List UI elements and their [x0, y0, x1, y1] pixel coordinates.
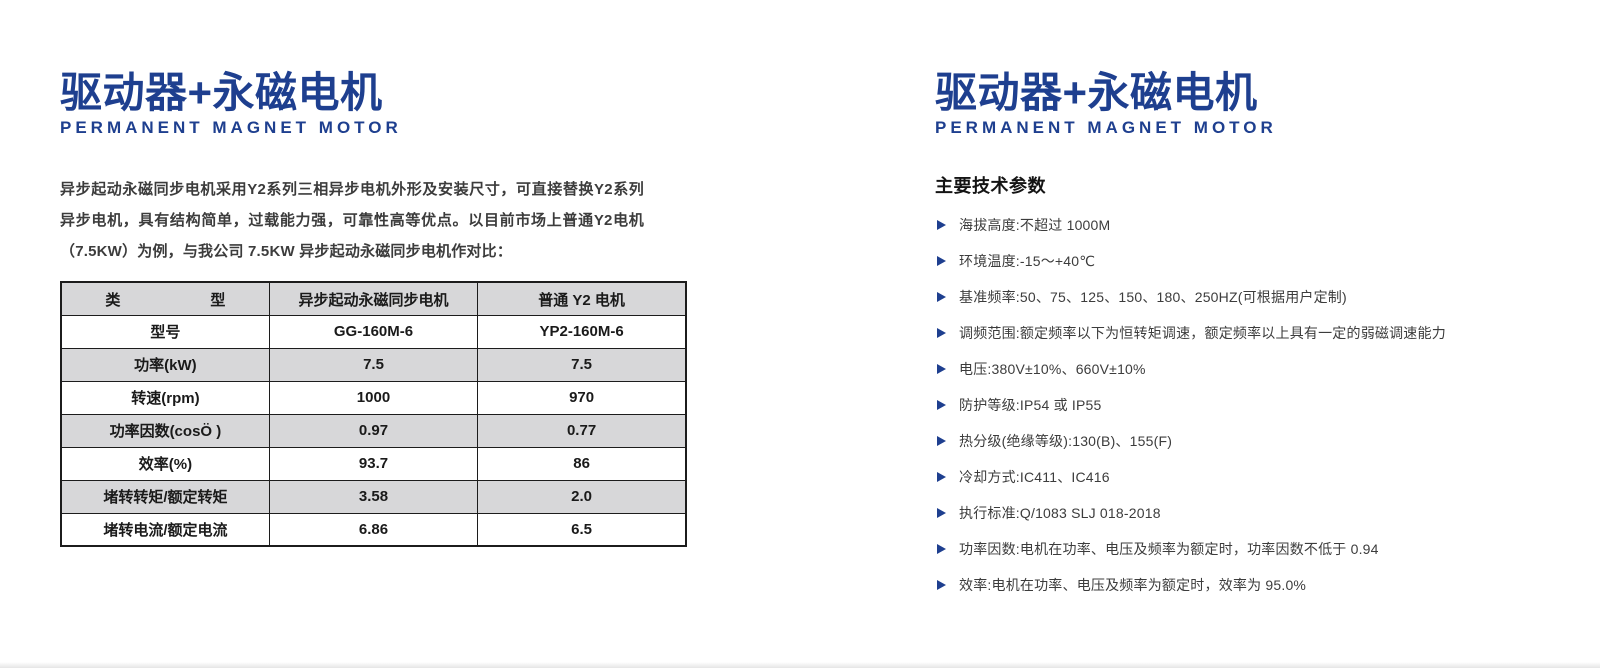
row-label: 效率(%) — [60, 446, 270, 481]
parameter-item-efficiency: 效率:电机在功率、电压及频率为额定时，效率为 95.0% — [937, 575, 1580, 595]
left-page-panel: 驱动器+永磁电机 PERMANENT MAGNET MOTOR 异步起动永磁同步… — [60, 70, 700, 548]
parameter-item-cooling: 冷却方式:IC411、IC416 — [937, 467, 1580, 487]
pm-value: GG-160M-6 — [268, 314, 479, 349]
y2-value: 970 — [477, 380, 687, 415]
parameter-item-thermal-class: 热分级(绝缘等级):130(B)、155(F) — [937, 431, 1580, 451]
triangle-bullet-icon — [937, 220, 946, 231]
left-page-title: 驱动器+永磁电机 — [60, 69, 383, 116]
triangle-bullet-icon — [937, 436, 946, 447]
parameter-item-base-frequency: 基准频率:50、75、125、150、180、250HZ(可根据用户定制) — [937, 287, 1580, 307]
triangle-bullet-icon — [937, 328, 946, 339]
parameter-text: 效率:电机在功率、电压及频率为额定时，效率为 95.0% — [959, 577, 1307, 594]
parameter-text: 调频范围:额定频率以下为恒转矩调速，额定频率以上具有一定的弱磁调速能力 — [959, 325, 1446, 342]
parameter-text: 功率因数:电机在功率、电压及频率为额定时，功率因数不低于 0.94 — [959, 541, 1379, 558]
pm-value: 0.97 — [268, 413, 479, 448]
triangle-bullet-icon — [937, 544, 946, 555]
table-row-power: 功率(kW) 7.5 7.5 — [60, 347, 687, 382]
row-label: 功率因数(cosÖ ) — [60, 413, 270, 448]
triangle-bullet-icon — [937, 292, 946, 303]
parameter-text: 冷却方式:IC411、IC416 — [959, 469, 1110, 486]
row-label: 功率(kW) — [60, 347, 270, 382]
parameter-text: 执行标准:Q/1083 SLJ 018-2018 — [959, 505, 1161, 522]
comparison-table: 类 型 异步起动永磁同步电机 普通 Y2 电机 型号 GG-160M-6 YP2… — [60, 281, 687, 548]
table-row-model: 型号 GG-160M-6 YP2-160M-6 — [60, 314, 687, 349]
header-cell-y2-motor: 普通 Y2 电机 — [477, 281, 687, 316]
parameter-item-altitude: 海拔高度:不超过 1000M — [937, 215, 1580, 235]
parameter-item-standard: 执行标准:Q/1083 SLJ 018-2018 — [937, 503, 1580, 523]
right-title-block: 驱动器+永磁电机 PERMANENT MAGNET MOTOR — [935, 70, 1580, 138]
parameter-item-power-factor: 功率因数:电机在功率、电压及频率为额定时，功率因数不低于 0.94 — [937, 539, 1580, 559]
pm-value: 6.86 — [268, 512, 479, 547]
row-label: 堵转转矩/额定转矩 — [60, 479, 270, 514]
triangle-bullet-icon — [937, 400, 946, 411]
parameters-list: 海拔高度:不超过 1000M 环境温度:-15～+40℃ 基准频率:50、75、… — [937, 215, 1580, 595]
triangle-bullet-icon — [937, 472, 946, 483]
parameter-text: 防护等级:IP54 或 IP55 — [959, 397, 1102, 414]
parameter-text: 基准频率:50、75、125、150、180、250HZ(可根据用户定制) — [959, 289, 1347, 306]
parameter-text: 电压:380V±10%、660V±10% — [959, 361, 1146, 378]
triangle-bullet-icon — [937, 508, 946, 519]
table-row-locked-torque: 堵转转矩/额定转矩 3.58 2.0 — [60, 479, 687, 514]
y2-value: YP2-160M-6 — [477, 314, 687, 349]
table-row-speed: 转速(rpm) 1000 970 — [60, 380, 687, 415]
pm-value: 3.58 — [268, 479, 479, 514]
parameter-item-voltage: 电压:380V±10%、660V±10% — [937, 359, 1580, 379]
parameter-text: 环境温度:-15～+40℃ — [959, 253, 1096, 270]
y2-value: 6.5 — [477, 512, 687, 547]
section-heading: 主要技术参数 — [935, 176, 1046, 197]
table-row-efficiency: 效率(%) 93.7 86 — [60, 446, 687, 481]
header-cell-type: 类 型 — [60, 281, 270, 316]
pm-value: 7.5 — [268, 347, 479, 382]
y2-value: 0.77 — [477, 413, 687, 448]
table-row-locked-current: 堵转电流/额定电流 6.86 6.5 — [60, 512, 687, 547]
y2-value: 7.5 — [477, 347, 687, 382]
left-title-block: 驱动器+永磁电机 PERMANENT MAGNET MOTOR — [60, 70, 700, 138]
table-header-row: 类 型 异步起动永磁同步电机 普通 Y2 电机 — [60, 281, 687, 316]
parameter-item-protection-class: 防护等级:IP54 或 IP55 — [937, 395, 1580, 415]
triangle-bullet-icon — [937, 256, 946, 267]
y2-value: 2.0 — [477, 479, 687, 514]
left-page-subtitle: PERMANENT MAGNET MOTOR — [60, 118, 402, 138]
intro-paragraph: 异步起动永磁同步电机采用Y2系列三相异步电机外形及安装尺寸，可直接替换Y2系列异… — [60, 181, 644, 261]
row-label: 转速(rpm) — [60, 380, 270, 415]
pm-value: 1000 — [268, 380, 479, 415]
page-bottom-shadow — [0, 662, 1600, 668]
parameter-item-frequency-range: 调频范围:额定频率以下为恒转矩调速，额定频率以上具有一定的弱磁调速能力 — [937, 323, 1580, 343]
triangle-bullet-icon — [937, 580, 946, 591]
triangle-bullet-icon — [937, 364, 946, 375]
row-label: 型号 — [60, 314, 270, 349]
y2-value: 86 — [477, 446, 687, 481]
parameter-text: 热分级(绝缘等级):130(B)、155(F) — [959, 433, 1173, 450]
header-cell-pm-motor: 异步起动永磁同步电机 — [268, 281, 479, 316]
parameter-item-ambient-temp: 环境温度:-15～+40℃ — [937, 251, 1580, 271]
right-page-subtitle: PERMANENT MAGNET MOTOR — [935, 118, 1277, 138]
table-row-power-factor: 功率因数(cosÖ ) 0.97 0.77 — [60, 413, 687, 448]
row-label: 堵转电流/额定电流 — [60, 512, 270, 547]
right-page-title: 驱动器+永磁电机 — [935, 69, 1258, 116]
parameter-text: 海拔高度:不超过 1000M — [959, 217, 1111, 234]
pm-value: 93.7 — [268, 446, 479, 481]
right-page-panel: 驱动器+永磁电机 PERMANENT MAGNET MOTOR 主要技术参数 海… — [935, 70, 1580, 611]
